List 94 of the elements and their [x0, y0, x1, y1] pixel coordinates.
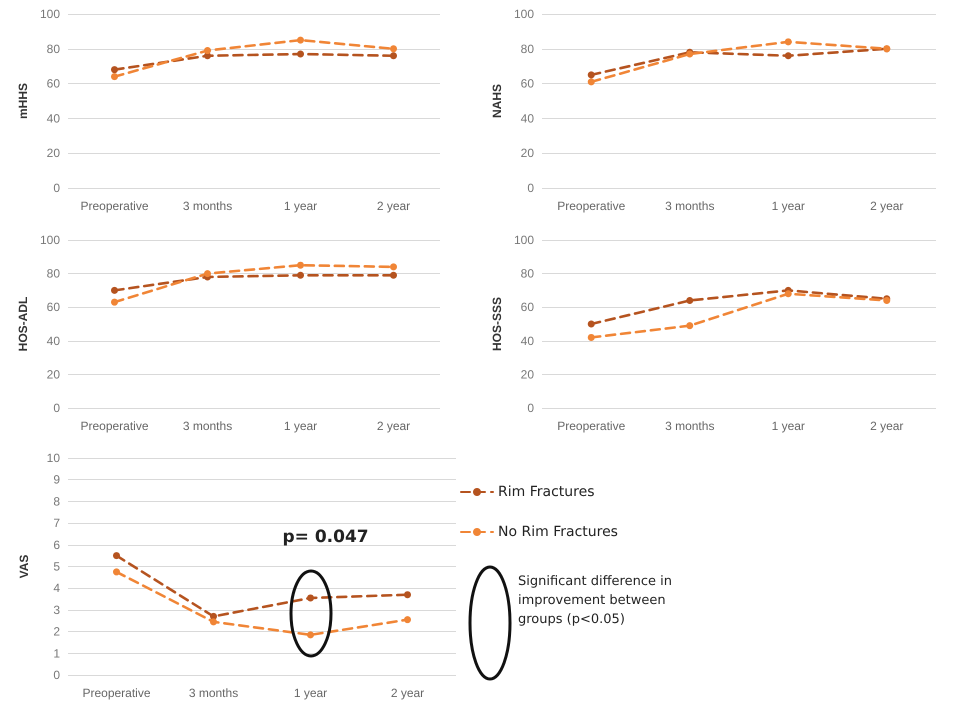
y-tick-label: 4	[53, 581, 60, 596]
point	[111, 66, 118, 74]
x-tick-label: 2 year	[376, 199, 410, 213]
y-tick-label: 80	[520, 266, 534, 281]
y-tick-label: 20	[520, 146, 534, 160]
point	[113, 552, 120, 560]
point	[404, 616, 411, 624]
point	[204, 47, 211, 54]
x-tick-label: 1 year	[772, 419, 805, 433]
x-tick-label: 1 year	[294, 686, 328, 700]
x-tick-label: 3 months	[182, 199, 232, 213]
y-tick-label: 0	[527, 181, 534, 195]
point	[297, 272, 304, 279]
point	[686, 296, 694, 304]
y-tick-label: 10	[46, 451, 60, 465]
point	[404, 591, 411, 598]
y-tick-label: 0	[527, 401, 534, 415]
y-tick-label: 8	[53, 494, 60, 508]
y-tick-label: 60	[46, 76, 60, 91]
x-tick-label: 3 months	[182, 419, 232, 433]
y-tick-label: 80	[46, 266, 60, 281]
point	[588, 320, 595, 328]
y-tick-label: 0	[53, 668, 60, 682]
x-tick-label: Preoperative	[557, 419, 626, 433]
point	[588, 78, 595, 86]
y-tick-label: 9	[53, 472, 60, 487]
legend-label: No Rim Fractures	[498, 524, 618, 540]
y-tick-label: 40	[46, 334, 60, 348]
y-tick-label: 60	[520, 300, 534, 314]
point	[390, 263, 397, 270]
point	[686, 322, 694, 330]
point	[784, 52, 792, 60]
y-axis-title: NAHS	[490, 84, 504, 118]
x-tick-label: Preoperative	[557, 199, 626, 213]
x-tick-label: 3 months	[188, 686, 238, 700]
y-tick-label: 60	[520, 76, 534, 91]
point	[113, 568, 120, 576]
y-tick-label: 1	[53, 646, 60, 660]
x-tick-label: 1 year	[772, 199, 805, 213]
point	[111, 286, 118, 294]
point	[588, 334, 595, 341]
y-tick-label: 40	[520, 111, 534, 126]
y-tick-label: 7	[53, 516, 60, 530]
point	[390, 272, 397, 279]
x-tick-label: 1 year	[284, 199, 318, 213]
legend-label: Rim Fractures	[498, 484, 594, 500]
point	[390, 52, 397, 60]
point	[297, 36, 304, 44]
annotation: p= 0.047	[282, 526, 369, 547]
x-tick-label: Preoperative	[82, 686, 151, 700]
x-tick-label: 3 months	[665, 419, 714, 433]
x-tick-label: 3 months	[665, 199, 714, 213]
y-tick-label: 6	[53, 538, 60, 552]
point	[111, 298, 118, 306]
y-tick-label: 100	[40, 233, 60, 247]
y-tick-label: 80	[520, 42, 534, 56]
x-tick-label: 2 year	[870, 419, 904, 433]
y-tick-label: 0	[53, 181, 60, 195]
point	[588, 71, 595, 78]
x-tick-label: 2 year	[870, 199, 904, 213]
point	[784, 38, 792, 46]
y-tick-label: 2	[53, 624, 60, 639]
point	[784, 290, 792, 298]
point	[111, 73, 118, 80]
x-tick-label: 2 year	[376, 419, 410, 433]
y-tick-label: 100	[514, 233, 534, 247]
y-tick-label: 80	[46, 42, 60, 56]
text: Significant difference in improvement between groups (p<0.05)	[518, 573, 673, 629]
y-tick-label: 100	[514, 7, 534, 21]
y-tick-label: 3	[53, 602, 60, 617]
y-tick-label: 0	[53, 401, 60, 415]
point	[307, 631, 314, 638]
y-axis-title: HOS-ADL	[16, 296, 30, 352]
x-tick-label: 1 year	[284, 419, 318, 433]
x-tick-label: Preoperative	[80, 199, 149, 213]
y-axis-title: mHHS	[16, 82, 30, 120]
y-axis-title: VAS	[17, 554, 31, 578]
y-axis-title: HOS-SSS	[490, 296, 504, 352]
point	[307, 594, 314, 602]
y-tick-label: 100	[40, 7, 60, 21]
point	[210, 618, 217, 626]
point	[390, 45, 397, 52]
y-tick-label: 40	[520, 334, 534, 348]
point	[297, 262, 304, 269]
y-tick-label: 60	[46, 300, 60, 314]
y-tick-label: 5	[53, 560, 60, 574]
y-tick-label: 20	[520, 367, 534, 382]
point	[204, 270, 211, 278]
y-tick-label: 20	[46, 367, 60, 382]
point	[297, 50, 304, 58]
x-tick-label: 2 year	[390, 686, 424, 700]
y-tick-label: 20	[46, 146, 60, 160]
y-tick-label: 40	[46, 111, 60, 126]
x-tick-label: Preoperative	[80, 419, 149, 433]
